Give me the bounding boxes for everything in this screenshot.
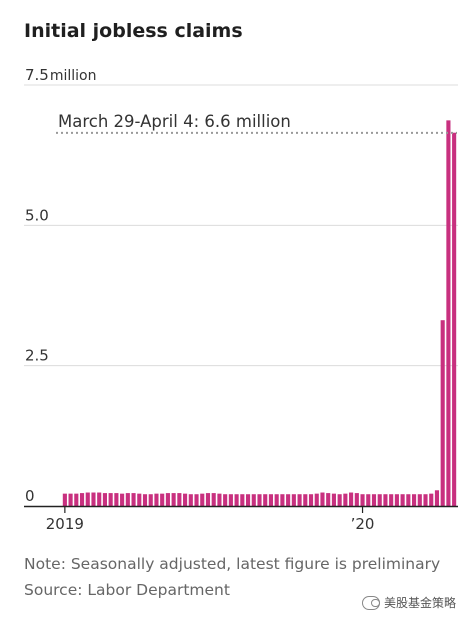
bar — [154, 493, 159, 506]
bar — [108, 493, 113, 506]
x-axis: 2019 ’20 — [24, 505, 458, 533]
bar — [320, 492, 325, 506]
bar — [429, 493, 434, 506]
bar — [74, 493, 79, 506]
bar — [354, 493, 359, 506]
bar — [200, 493, 205, 506]
bar — [165, 493, 170, 506]
bar — [314, 493, 319, 506]
bar — [142, 494, 148, 506]
bar — [251, 494, 256, 506]
bar — [79, 493, 85, 506]
bar — [245, 494, 251, 506]
bar — [360, 494, 365, 506]
bar — [183, 493, 188, 506]
y-axis-ticks: 0 2.5 5.0 7.5million — [25, 66, 97, 505]
bar — [343, 493, 348, 506]
chart-title: Initial jobless claims — [24, 20, 243, 42]
bar — [303, 494, 308, 506]
bar — [263, 494, 268, 506]
bar — [268, 494, 274, 506]
bar — [125, 493, 130, 506]
bar — [440, 320, 445, 506]
bar — [177, 493, 182, 506]
bar — [194, 494, 199, 506]
bar — [114, 493, 119, 506]
watermark-text: 美股基金策略 — [384, 596, 457, 610]
bar — [228, 494, 233, 506]
bar — [446, 120, 451, 506]
bar — [452, 132, 457, 507]
wechat-icon — [362, 595, 380, 610]
bar — [217, 493, 222, 506]
x-tick-label: ’20 — [351, 515, 375, 533]
bar — [383, 494, 388, 506]
y-tick-label: 2.5 — [25, 347, 49, 365]
bar — [131, 493, 136, 506]
bar — [148, 494, 153, 506]
bar — [337, 494, 342, 506]
bar — [371, 494, 377, 506]
bar — [280, 494, 285, 506]
bar — [91, 492, 96, 506]
annotation-label: March 29-April 4: 6.6 million — [58, 112, 291, 131]
annotation: March 29-April 4: 6.6 million — [56, 112, 457, 134]
bar — [434, 490, 440, 506]
bar — [274, 494, 279, 506]
watermark: 美股基金策略 — [362, 594, 456, 611]
chart-source: Source: Labor Department — [24, 581, 230, 599]
bar — [423, 494, 428, 506]
bar — [366, 494, 371, 506]
bar-chart: 0 2.5 5.0 7.5million March 29-April 4: 6.6 … — [24, 66, 458, 533]
bar — [389, 494, 394, 506]
gridlines — [24, 84, 458, 367]
bar — [171, 493, 176, 506]
bar — [102, 493, 107, 506]
bar — [223, 494, 228, 506]
y-tick-label: 5.0 — [25, 206, 49, 224]
bar — [85, 492, 90, 506]
bar — [406, 494, 411, 506]
bar — [394, 494, 399, 506]
x-tick-label: 2019 — [46, 515, 84, 533]
bar — [120, 493, 125, 506]
bar — [234, 494, 239, 506]
bar — [205, 493, 211, 506]
y-tick-label: 7.5million — [25, 66, 97, 84]
bar — [257, 494, 262, 506]
bar — [286, 494, 291, 506]
y-tick-label: 0 — [25, 487, 35, 505]
bar — [349, 492, 354, 506]
bar — [211, 493, 216, 506]
bar — [400, 494, 405, 506]
bar — [326, 493, 331, 506]
bar — [188, 494, 193, 506]
bar — [308, 494, 314, 506]
bar — [62, 493, 67, 506]
bar — [417, 494, 422, 506]
bar — [377, 494, 382, 506]
bar — [240, 494, 245, 506]
bars — [62, 120, 457, 507]
bar — [297, 494, 302, 506]
bar — [160, 493, 165, 506]
bar — [291, 494, 296, 506]
chart-note: Note: Seasonally adjusted, latest figure… — [24, 555, 441, 573]
bar — [97, 492, 102, 506]
bar — [68, 493, 73, 506]
y-unit-label: million — [50, 68, 97, 84]
bar — [412, 494, 417, 506]
bar — [331, 493, 336, 506]
bar — [137, 493, 142, 506]
